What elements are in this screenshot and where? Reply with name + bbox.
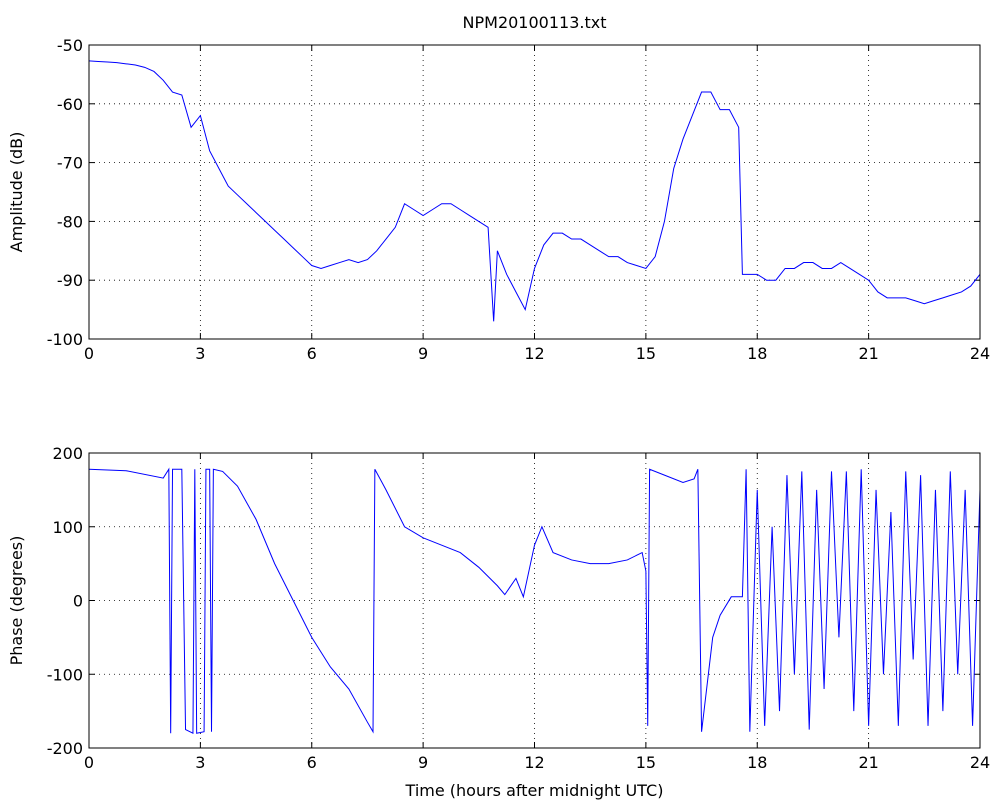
axes-frame — [88, 452, 981, 749]
x-tick-label: 15 — [636, 344, 656, 363]
y-tick-label: -60 — [57, 95, 83, 114]
y-tick-label: -200 — [47, 739, 83, 758]
y-tick-label: -100 — [47, 330, 83, 349]
y-tick-label: -70 — [57, 154, 83, 173]
y-tick-label: 0 — [73, 592, 83, 611]
y-tick-label: 100 — [52, 518, 83, 537]
y-tick-label: -100 — [47, 665, 83, 684]
x-tick-label: 12 — [524, 753, 544, 772]
x-tick-label: 24 — [970, 344, 990, 363]
axes-background — [89, 45, 980, 339]
y-tick-label: -80 — [57, 212, 83, 231]
x-tick-label: 21 — [858, 753, 878, 772]
x-tick-label: 18 — [747, 344, 767, 363]
x-axis-label: Time (hours after midnight UTC) — [405, 781, 664, 800]
x-tick-label: 0 — [84, 344, 94, 363]
x-tick-label: 15 — [636, 753, 656, 772]
x-tick-label: 3 — [195, 753, 205, 772]
x-tick-label: 9 — [418, 344, 428, 363]
y-tick-label: 200 — [52, 444, 83, 463]
x-tick-label: 21 — [858, 344, 878, 363]
data-line — [88, 467, 981, 735]
x-tick-label: 6 — [307, 344, 317, 363]
y-tick-label: -50 — [57, 36, 83, 55]
data-line — [88, 60, 981, 322]
axes-frame — [88, 44, 981, 340]
y-axis-label: Phase (degrees) — [7, 536, 26, 666]
x-tick-label: 3 — [195, 344, 205, 363]
x-tick-label: 24 — [970, 753, 990, 772]
x-tick-label: 0 — [84, 753, 94, 772]
y-tick-label: -90 — [57, 271, 83, 290]
y-axis-label: Amplitude (dB) — [7, 132, 26, 253]
x-tick-label: 18 — [747, 753, 767, 772]
x-tick-label: 12 — [524, 344, 544, 363]
chart-title: NPM20100113.txt — [463, 13, 607, 32]
x-tick-label: 6 — [307, 753, 317, 772]
x-tick-label: 9 — [418, 753, 428, 772]
